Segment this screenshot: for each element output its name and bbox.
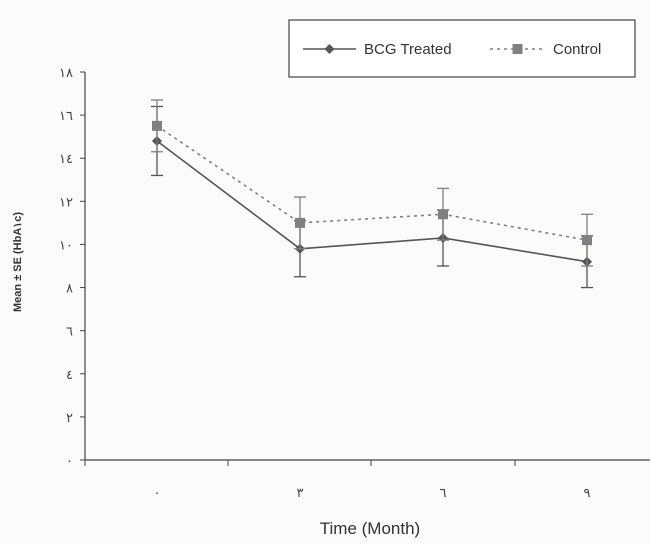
data-point: [438, 209, 448, 220]
y-tick-label: ٠: [66, 454, 73, 469]
legend-marker: [324, 44, 335, 54]
data-point: [582, 235, 592, 246]
y-tick-label: ٤: [66, 368, 73, 383]
y-tick-label: ٦: [66, 325, 73, 340]
data-point: [295, 217, 305, 228]
y-tick-label: ٢: [66, 411, 73, 426]
y-axis-title: Mean ± SE (HbA١c): [12, 212, 24, 312]
legend-item-1: Control: [490, 41, 601, 58]
x-tick-label: ٦: [440, 486, 447, 501]
legend-label: Control: [553, 41, 601, 58]
y-tick-label: ١٤: [59, 152, 73, 167]
series-1: [151, 99, 593, 267]
series-line: [156, 125, 588, 241]
axes: ٠ ٢ ٤ ٦ ٨ ١٠ ١٢ ١٤ ١٦ ١٨ ٠ ٣ ٦ ٩: [59, 66, 650, 501]
x-tick-label: ٩: [584, 486, 591, 501]
y-tick-label: ١٠: [59, 238, 73, 253]
legend-item-0: BCG Treated: [303, 41, 452, 58]
series-0: [151, 105, 593, 289]
legend: BCG Treated Control: [288, 19, 636, 78]
x-axis-title: Time (Month): [320, 519, 420, 538]
series-line: [156, 140, 588, 263]
x-tick-label: ٠: [154, 486, 161, 501]
y-tick-label: ١٢: [59, 195, 73, 210]
series-layer: [151, 99, 593, 289]
y-tick-label: ١٦: [59, 109, 73, 124]
data-point: [152, 120, 162, 131]
y-tick-label: ١٨: [59, 66, 73, 81]
legend-label: BCG Treated: [364, 41, 452, 58]
legend-marker: [512, 44, 523, 54]
x-tick-label: ٣: [297, 486, 304, 501]
y-tick-label: ٨: [66, 282, 73, 297]
